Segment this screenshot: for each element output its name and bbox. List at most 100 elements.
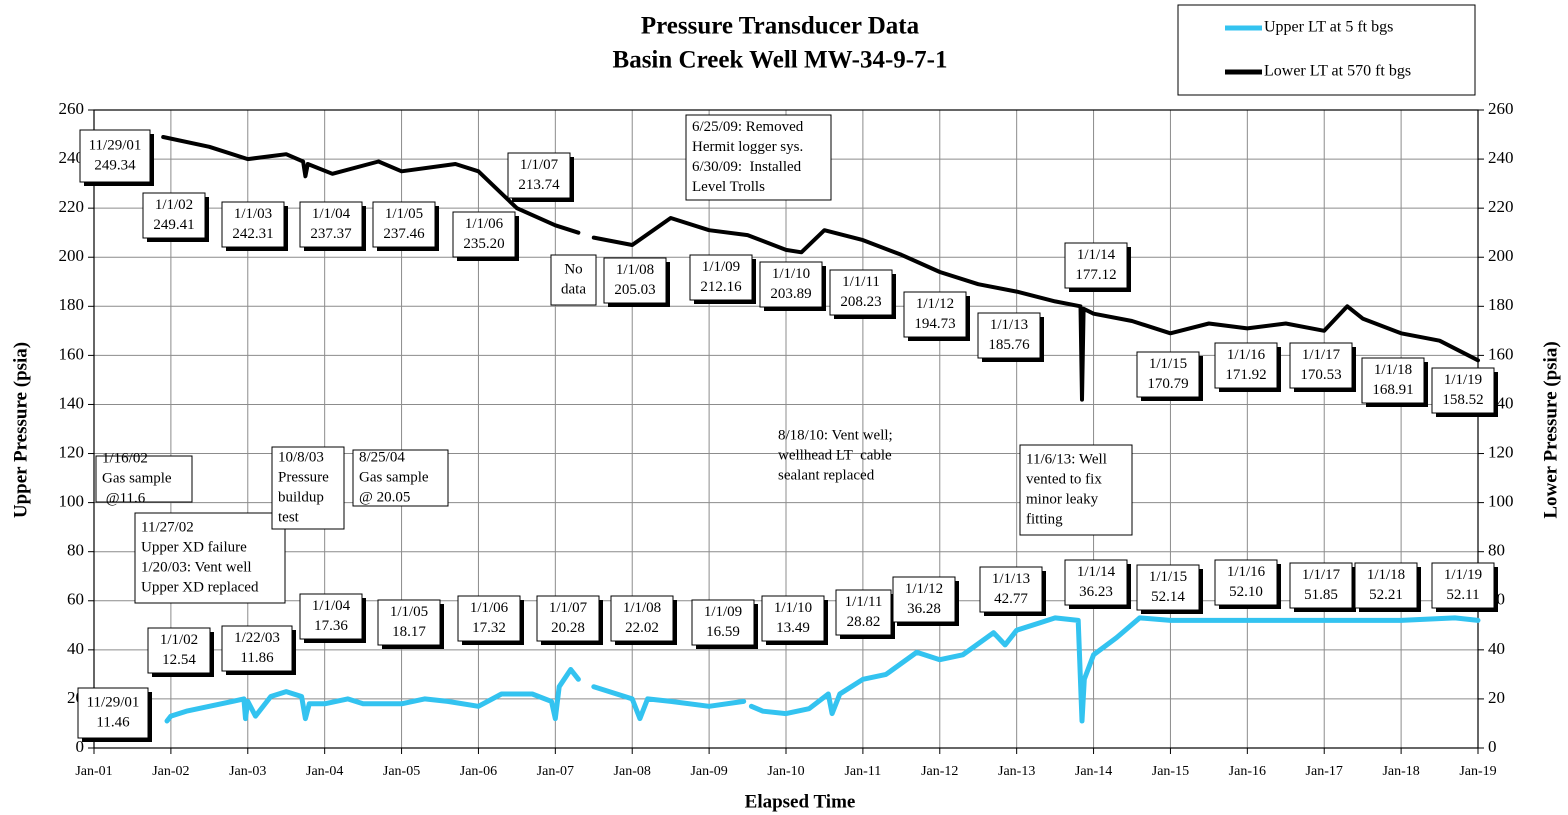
- annotation-box: [829, 269, 893, 316]
- annotation-box: [377, 599, 441, 646]
- y-tick-label: 60: [67, 590, 84, 609]
- y2-tick-label: 40: [1488, 639, 1505, 658]
- annotation-box: [1431, 367, 1495, 414]
- y2-tick-label: 100: [1488, 492, 1514, 511]
- annotation-text: 13.49: [776, 620, 810, 636]
- annotation-text: 171.92: [1225, 367, 1266, 383]
- annotation-text: 1/1/02: [155, 197, 193, 213]
- annotation-text: 1/1/16: [1227, 564, 1266, 580]
- annotation-text: No: [564, 261, 582, 277]
- annotation-text: vented to fix: [1026, 471, 1102, 487]
- annotation-text: 1/1/18: [1374, 362, 1412, 378]
- annotation-text: 203.89: [770, 286, 811, 302]
- annotation-box: [77, 687, 149, 739]
- annotation-box: [1019, 444, 1133, 536]
- y-tick-label: 200: [59, 246, 85, 265]
- x-tick-label: Jan-16: [1229, 764, 1266, 779]
- y-tick-label: 180: [59, 295, 85, 314]
- annotation-text: 1/1/17: [1302, 347, 1341, 363]
- annotation-box: [1136, 351, 1200, 398]
- annotation-text: 1/1/04: [312, 598, 351, 614]
- y2-tick-label: 180: [1488, 295, 1514, 314]
- x-tick-label: Jan-12: [921, 764, 958, 779]
- annotation-box: [299, 593, 363, 640]
- y2-tick-label: 80: [1488, 541, 1505, 560]
- annotation-text: 1/1/16: [1227, 347, 1266, 363]
- annotation-text: 12.54: [162, 652, 196, 668]
- annotation-text: 42.77: [994, 591, 1028, 607]
- annotation-box: [507, 152, 571, 199]
- annotation-text: 1/1/06: [465, 216, 504, 232]
- x-tick-label: Jan-01: [75, 764, 112, 779]
- annotation-box: [372, 201, 436, 248]
- annotation-box: [352, 449, 449, 507]
- annotation-text: 36.23: [1079, 584, 1113, 600]
- annotation-text: 170.79: [1147, 376, 1188, 392]
- annotation-box: [1064, 559, 1128, 606]
- annotation-text: 212.16: [700, 279, 742, 295]
- annotation-text: 6/30/09: Installed: [692, 159, 802, 175]
- y-tick-label: 40: [67, 639, 84, 658]
- x-tick-label: Jan-11: [844, 764, 881, 779]
- annotation-text: 1/1/15: [1149, 569, 1187, 585]
- annotation-box: [1354, 562, 1418, 609]
- annotation-text: 168.91: [1372, 382, 1413, 398]
- annotation-text: 1/1/02: [160, 632, 198, 648]
- annotation-text: test: [278, 509, 300, 525]
- annotation-box: [536, 595, 600, 642]
- annotation-text: Upper XD replaced: [141, 579, 259, 595]
- annotation-text: 17.36: [314, 618, 348, 634]
- annotation-text: 237.37: [310, 226, 352, 242]
- legend-label: Lower LT at 570 ft bgs: [1264, 63, 1411, 80]
- annotation-box: [1214, 559, 1278, 606]
- annotation-text: 51.85: [1304, 587, 1338, 603]
- annotation-text: 1/1/14: [1077, 247, 1116, 263]
- annotation-box: [691, 599, 755, 646]
- y2-tick-label: 160: [1488, 344, 1514, 363]
- annotation-text: 1/1/05: [390, 604, 428, 620]
- annotation-box: [603, 257, 667, 304]
- x-tick-label: Jan-03: [229, 764, 266, 779]
- annotation-text: 1/1/17: [1302, 567, 1341, 583]
- annotation-box: [903, 291, 967, 338]
- y-tick-label: 240: [59, 148, 85, 167]
- annotation-box: [299, 201, 363, 248]
- annotation-text: 170.53: [1300, 367, 1341, 383]
- plot-frame: [93, 109, 1479, 749]
- annotation-text: @ 20.05: [359, 489, 410, 505]
- annotation-box: [147, 627, 211, 674]
- annotation-text: Gas sample: [102, 470, 172, 486]
- annotation-text: 208.23: [840, 294, 881, 310]
- annotation-text: 1/1/10: [774, 600, 812, 616]
- annotation-text: 1/1/04: [312, 206, 351, 222]
- annotation-box: [550, 254, 597, 306]
- annotation-box: [979, 566, 1043, 613]
- annotation-text: @11.6: [102, 490, 146, 506]
- annotation-text: 213.74: [518, 177, 560, 193]
- annotation-text: 1/1/10: [772, 266, 810, 282]
- x-tick-label: Jan-17: [1306, 764, 1343, 779]
- y-tick-label: 160: [59, 344, 85, 363]
- y2-tick-label: 120: [1488, 442, 1514, 461]
- annotation-box: [977, 312, 1041, 359]
- y2-tick-label: 220: [1488, 197, 1514, 216]
- annotation-text: 52.10: [1229, 584, 1263, 600]
- annotation-text: Level Trolls: [692, 179, 765, 195]
- annotation-box: [452, 211, 516, 258]
- annotation-text: 1/1/07: [520, 157, 559, 173]
- annotation-text: fitting: [1026, 511, 1063, 527]
- annotation-text: 1/1/18: [1367, 567, 1405, 583]
- y-tick-label: 0: [76, 737, 85, 756]
- annotation-box: [610, 595, 674, 642]
- data-line: [161, 135, 1480, 402]
- x-axis-label: Elapsed Time: [745, 791, 856, 812]
- annotation-text: 6/25/09: Removed: [692, 119, 804, 135]
- annotation-box: [835, 589, 892, 636]
- annotation-box: [221, 625, 293, 672]
- annotation-text: 1/1/08: [623, 600, 661, 616]
- legend-box: [1177, 4, 1476, 96]
- y2-axis-label: Lower Pressure (psia): [1540, 341, 1561, 518]
- annotation-text: 249.41: [153, 217, 194, 233]
- annotation-text: 8/25/04: [359, 449, 405, 465]
- annotation-box: [1136, 564, 1200, 611]
